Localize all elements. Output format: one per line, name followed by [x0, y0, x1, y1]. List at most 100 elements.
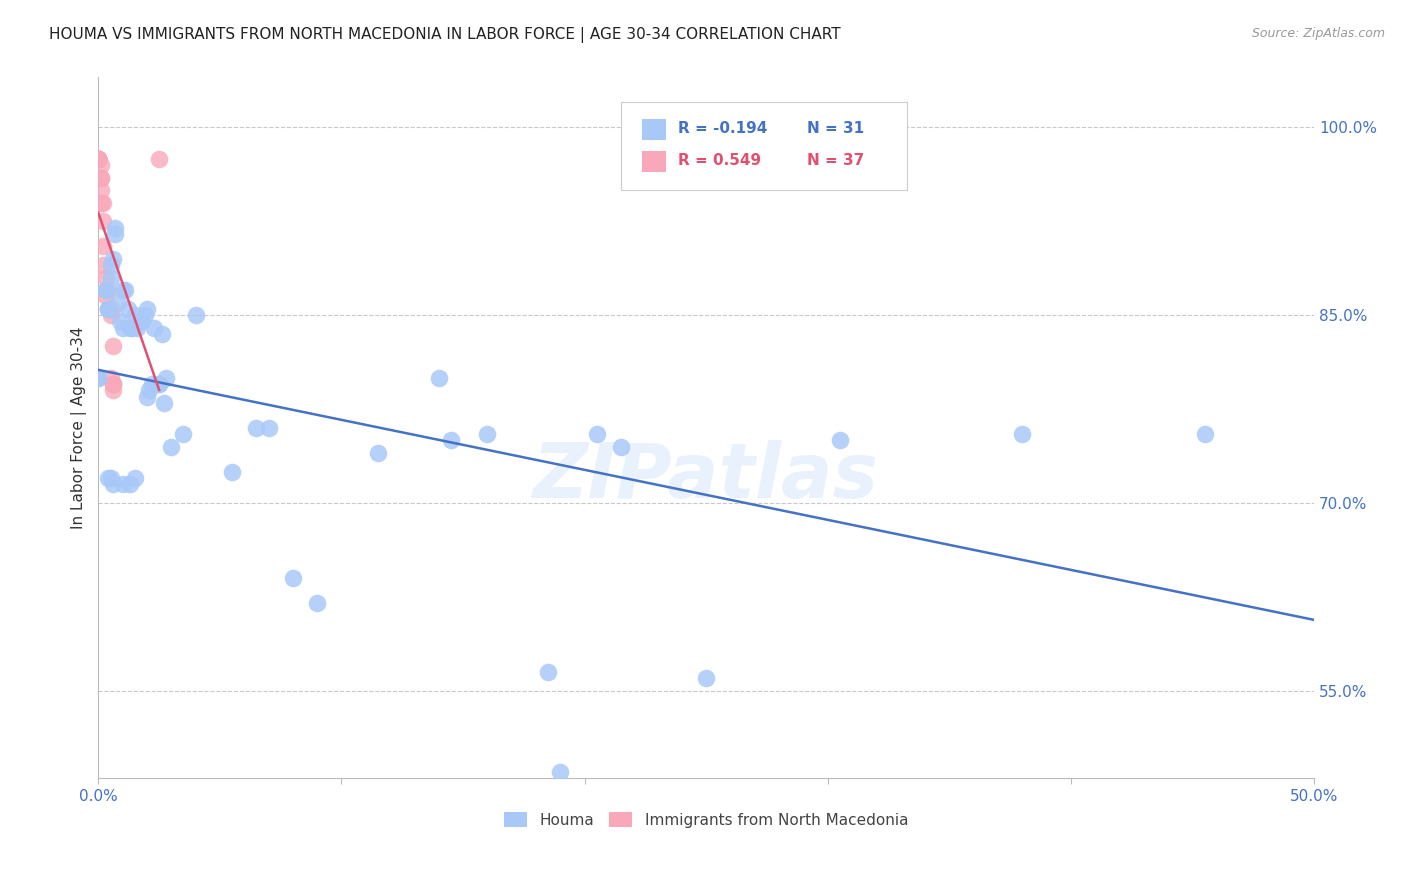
Point — [101, 252, 124, 266]
Point — [148, 152, 170, 166]
FancyBboxPatch shape — [641, 119, 666, 140]
Point — [100, 471, 122, 485]
Point — [148, 377, 170, 392]
Point — [537, 665, 560, 679]
Point — [128, 314, 150, 328]
Point — [91, 239, 114, 253]
Point — [100, 258, 122, 272]
Point — [160, 440, 183, 454]
Point — [87, 152, 110, 166]
Point — [307, 596, 329, 610]
Point — [134, 308, 156, 322]
Point — [477, 427, 499, 442]
Point — [117, 301, 139, 316]
Point — [97, 301, 120, 316]
Point — [111, 320, 134, 334]
Legend: Houma, Immigrants from North Macedonia: Houma, Immigrants from North Macedonia — [498, 805, 914, 834]
Point — [87, 152, 110, 166]
Point — [91, 195, 114, 210]
FancyBboxPatch shape — [641, 151, 666, 172]
Point — [94, 283, 117, 297]
Point — [104, 227, 127, 241]
Y-axis label: In Labor Force | Age 30-34: In Labor Force | Age 30-34 — [72, 326, 87, 529]
Point — [87, 152, 110, 166]
Point — [100, 301, 122, 316]
Point — [91, 214, 114, 228]
Point — [141, 377, 163, 392]
Point — [101, 384, 124, 398]
Point — [101, 377, 124, 392]
Point — [184, 308, 207, 322]
Point — [610, 440, 633, 454]
Point — [118, 320, 141, 334]
Point — [94, 289, 117, 303]
Point — [101, 339, 124, 353]
Point — [94, 803, 117, 817]
Point — [155, 371, 177, 385]
Text: HOUMA VS IMMIGRANTS FROM NORTH MACEDONIA IN LABOR FORCE | AGE 30-34 CORRELATION : HOUMA VS IMMIGRANTS FROM NORTH MACEDONIA… — [49, 27, 841, 43]
Point — [90, 195, 112, 210]
Point — [111, 283, 134, 297]
Point — [100, 371, 122, 385]
Text: Source: ZipAtlas.com: Source: ZipAtlas.com — [1251, 27, 1385, 40]
Point — [281, 571, 304, 585]
Point — [90, 170, 112, 185]
Point — [143, 320, 166, 334]
Point — [87, 371, 110, 385]
Point — [107, 295, 129, 310]
Point — [87, 152, 110, 166]
Point — [427, 371, 450, 385]
Point — [257, 421, 280, 435]
Point — [97, 471, 120, 485]
Text: N = 31: N = 31 — [807, 121, 865, 136]
Point — [100, 270, 122, 285]
Point — [550, 764, 572, 779]
Point — [94, 283, 117, 297]
FancyBboxPatch shape — [621, 102, 907, 190]
Point — [87, 152, 110, 166]
Point — [91, 258, 114, 272]
Point — [172, 427, 194, 442]
Point — [87, 152, 110, 166]
Point — [118, 477, 141, 491]
Point — [245, 421, 267, 435]
Point — [367, 446, 389, 460]
Point — [1194, 427, 1216, 442]
Point — [97, 301, 120, 316]
Point — [138, 384, 160, 398]
Point — [124, 308, 146, 322]
Text: R = 0.549: R = 0.549 — [678, 153, 762, 169]
Point — [136, 301, 159, 316]
Point — [121, 320, 143, 334]
Point — [124, 471, 146, 485]
Point — [87, 152, 110, 166]
Point — [90, 183, 112, 197]
Point — [828, 434, 851, 448]
Point — [114, 283, 136, 297]
Point — [110, 314, 132, 328]
Point — [94, 283, 117, 297]
Point — [97, 283, 120, 297]
Point — [440, 434, 463, 448]
Point — [585, 427, 607, 442]
Point — [87, 152, 110, 166]
Point — [87, 152, 110, 166]
Point — [90, 158, 112, 172]
Point — [100, 308, 122, 322]
Point — [90, 170, 112, 185]
Point — [136, 390, 159, 404]
Text: N = 37: N = 37 — [807, 153, 865, 169]
Point — [94, 270, 117, 285]
Point — [104, 220, 127, 235]
Point — [101, 377, 124, 392]
Point — [131, 314, 153, 328]
Point — [111, 477, 134, 491]
Point — [97, 301, 120, 316]
Point — [695, 671, 717, 685]
Point — [101, 477, 124, 491]
Text: R = -0.194: R = -0.194 — [678, 121, 768, 136]
Point — [101, 377, 124, 392]
Point — [87, 152, 110, 166]
Point — [87, 152, 110, 166]
Point — [150, 326, 173, 341]
